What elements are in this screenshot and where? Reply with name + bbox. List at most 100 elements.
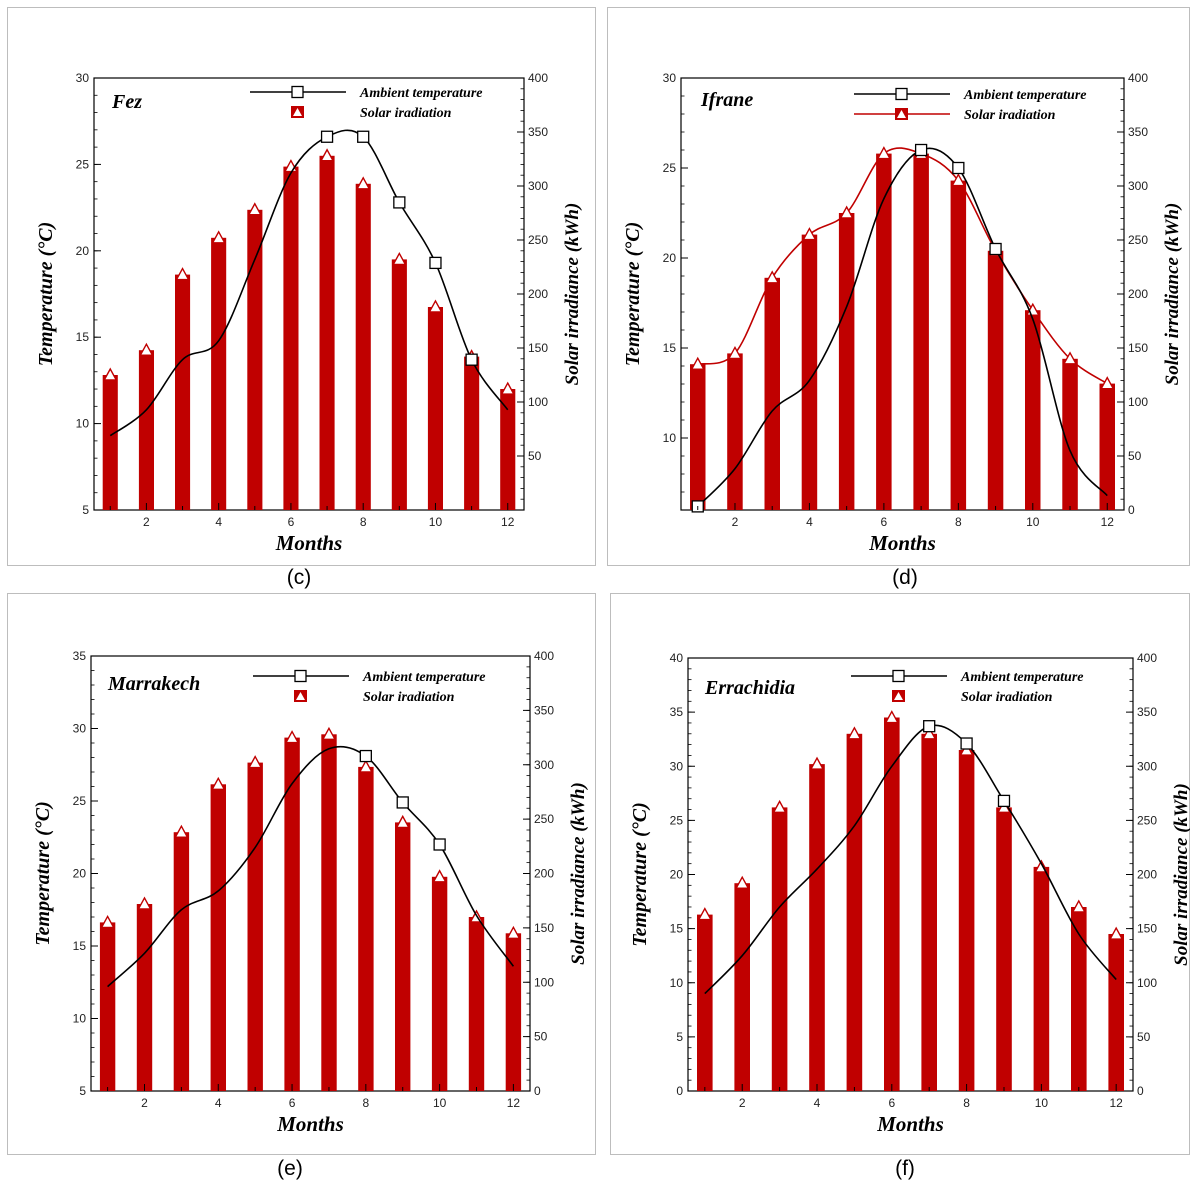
- x-tick-label: 10: [433, 1096, 447, 1110]
- irradiation-marker: [690, 356, 705, 370]
- irradiation-bar: [809, 764, 825, 1091]
- temperature-marker: [357, 130, 370, 143]
- x-tick-label: 6: [881, 515, 888, 529]
- x-tick-label: 2: [732, 515, 739, 529]
- irradiation-marker: [1071, 899, 1086, 913]
- irradiation-marker: [697, 907, 713, 921]
- temperature-marker: [960, 737, 973, 750]
- irradiation-marker: [103, 367, 118, 381]
- y2-tick-label: 100: [1128, 395, 1148, 409]
- irradiation-bar: [1071, 907, 1087, 1091]
- y2-tick-label: 150: [1137, 922, 1157, 936]
- irradiation-bar: [1108, 934, 1124, 1091]
- legend-irradiation-label: Solar iradiation: [363, 690, 455, 705]
- y2-tick-label: 250: [1128, 233, 1148, 247]
- irradiation-bar: [921, 733, 937, 1091]
- irradiation-bar: [395, 822, 411, 1091]
- irradiation-marker: [137, 896, 152, 910]
- irradiation-marker: [356, 176, 371, 190]
- temperature-line: [697, 147, 1108, 507]
- irradiation-marker: [876, 146, 892, 160]
- irradiation-bar: [283, 166, 299, 510]
- irradiation-bar: [321, 734, 337, 1091]
- y2-axis-label: Solar irradiance (kWh): [568, 782, 589, 965]
- irradiation-marker: [847, 726, 862, 740]
- y-tick-label: 25: [76, 157, 90, 171]
- y-tick-label: 25: [670, 813, 684, 827]
- irradiation-bar: [913, 153, 929, 510]
- x-tick-label: 2: [143, 515, 150, 529]
- panel-caption-c: (c): [286, 566, 312, 589]
- legend-irradiation-label: Solar iradiation: [964, 108, 1056, 123]
- y2-axis-label: Solar irradiance (kWh): [1162, 203, 1183, 386]
- y2-tick-label: 200: [528, 287, 548, 301]
- irradiation-marker: [247, 202, 262, 216]
- irradiation-bar: [950, 180, 967, 510]
- y2-tick-label: 250: [534, 812, 554, 826]
- y2-tick-label: 100: [1137, 976, 1157, 990]
- irradiation-bar: [358, 766, 374, 1091]
- y2-tick-label: 0: [1137, 1084, 1144, 1098]
- y-axis-label: Temperature (°C): [32, 801, 54, 945]
- y-tick-label: 5: [82, 503, 89, 517]
- legend-irradiation-marker: [897, 110, 906, 118]
- y2-tick-label: 350: [1137, 705, 1157, 719]
- y2-tick-label: 300: [528, 179, 548, 193]
- legend-temperature-marker: [892, 669, 905, 683]
- irradiation-marker: [432, 869, 447, 883]
- irradiation-bar: [987, 250, 1004, 511]
- x-tick-label: 4: [806, 515, 813, 529]
- irradiation-bar: [391, 259, 407, 510]
- irradiation-bar: [355, 183, 371, 511]
- irradiation-bar: [247, 762, 263, 1091]
- y2-tick-label: 250: [528, 233, 548, 247]
- temperature-marker: [359, 749, 372, 763]
- y-tick-label: 30: [73, 722, 87, 736]
- x-axis-label: Months: [275, 531, 343, 555]
- x-tick-label: 12: [501, 515, 515, 529]
- irradiation-marker: [428, 299, 443, 313]
- chart-title: Marrakech: [107, 673, 200, 695]
- chart-svg-fez: 5 10 15 20 25 30 50 100 150 200 250 300 350 400 2 4 6 8 10…: [35, 71, 583, 555]
- irradiation-marker: [500, 381, 515, 395]
- x-tick-label: 10: [1026, 515, 1040, 529]
- y2-tick-label: 100: [528, 395, 548, 409]
- y-tick-label: 5: [676, 1030, 683, 1044]
- y-tick-label: 30: [663, 71, 677, 85]
- irradiation-marker: [951, 173, 966, 187]
- x-tick-label: 6: [289, 1096, 296, 1110]
- y-tick-label: 20: [663, 251, 677, 265]
- irradiation-marker: [765, 270, 780, 284]
- y2-tick-label: 150: [528, 341, 548, 355]
- temperature-marker: [396, 796, 409, 809]
- panel-caption-e: (e): [277, 1157, 303, 1180]
- y-tick-label: 10: [76, 417, 90, 431]
- y-tick-label: 15: [76, 330, 90, 344]
- temperature-marker: [914, 143, 928, 157]
- temperature-marker: [429, 256, 442, 270]
- irradiation-bar: [175, 274, 191, 510]
- x-tick-label: 12: [1109, 1096, 1123, 1110]
- irradiation-bar: [801, 234, 818, 510]
- chart-panel-ifrane: 10 15 20 25 30 0 50 100 150 200 250 300 350 400 2 4 6 8 10…: [607, 7, 1190, 566]
- irradiation-marker: [139, 342, 154, 356]
- irradiation-bar: [102, 375, 118, 510]
- irradiation-bar: [210, 784, 226, 1091]
- irradiation-bar: [173, 832, 190, 1091]
- y-tick-label: 10: [73, 1012, 87, 1026]
- irradiation-bar: [1033, 866, 1050, 1091]
- y-tick-label: 10: [663, 431, 677, 445]
- y2-tick-label: 350: [534, 703, 554, 717]
- y2-tick-label: 300: [1137, 759, 1157, 773]
- chart-title: Ifrane: [700, 89, 753, 111]
- y2-tick-label: 50: [534, 1030, 548, 1044]
- y2-tick-label: 0: [534, 1084, 541, 1098]
- x-tick-label: 2: [141, 1096, 148, 1110]
- chart-svg-errachidia: 0510152025303540050100150200250300350400…: [629, 651, 1190, 1136]
- x-tick-label: 10: [1035, 1096, 1049, 1110]
- irradiation-bar: [838, 213, 855, 510]
- irradiation-bar: [690, 364, 706, 510]
- irradiation-bar: [697, 914, 713, 1091]
- irradiation-marker: [321, 726, 337, 740]
